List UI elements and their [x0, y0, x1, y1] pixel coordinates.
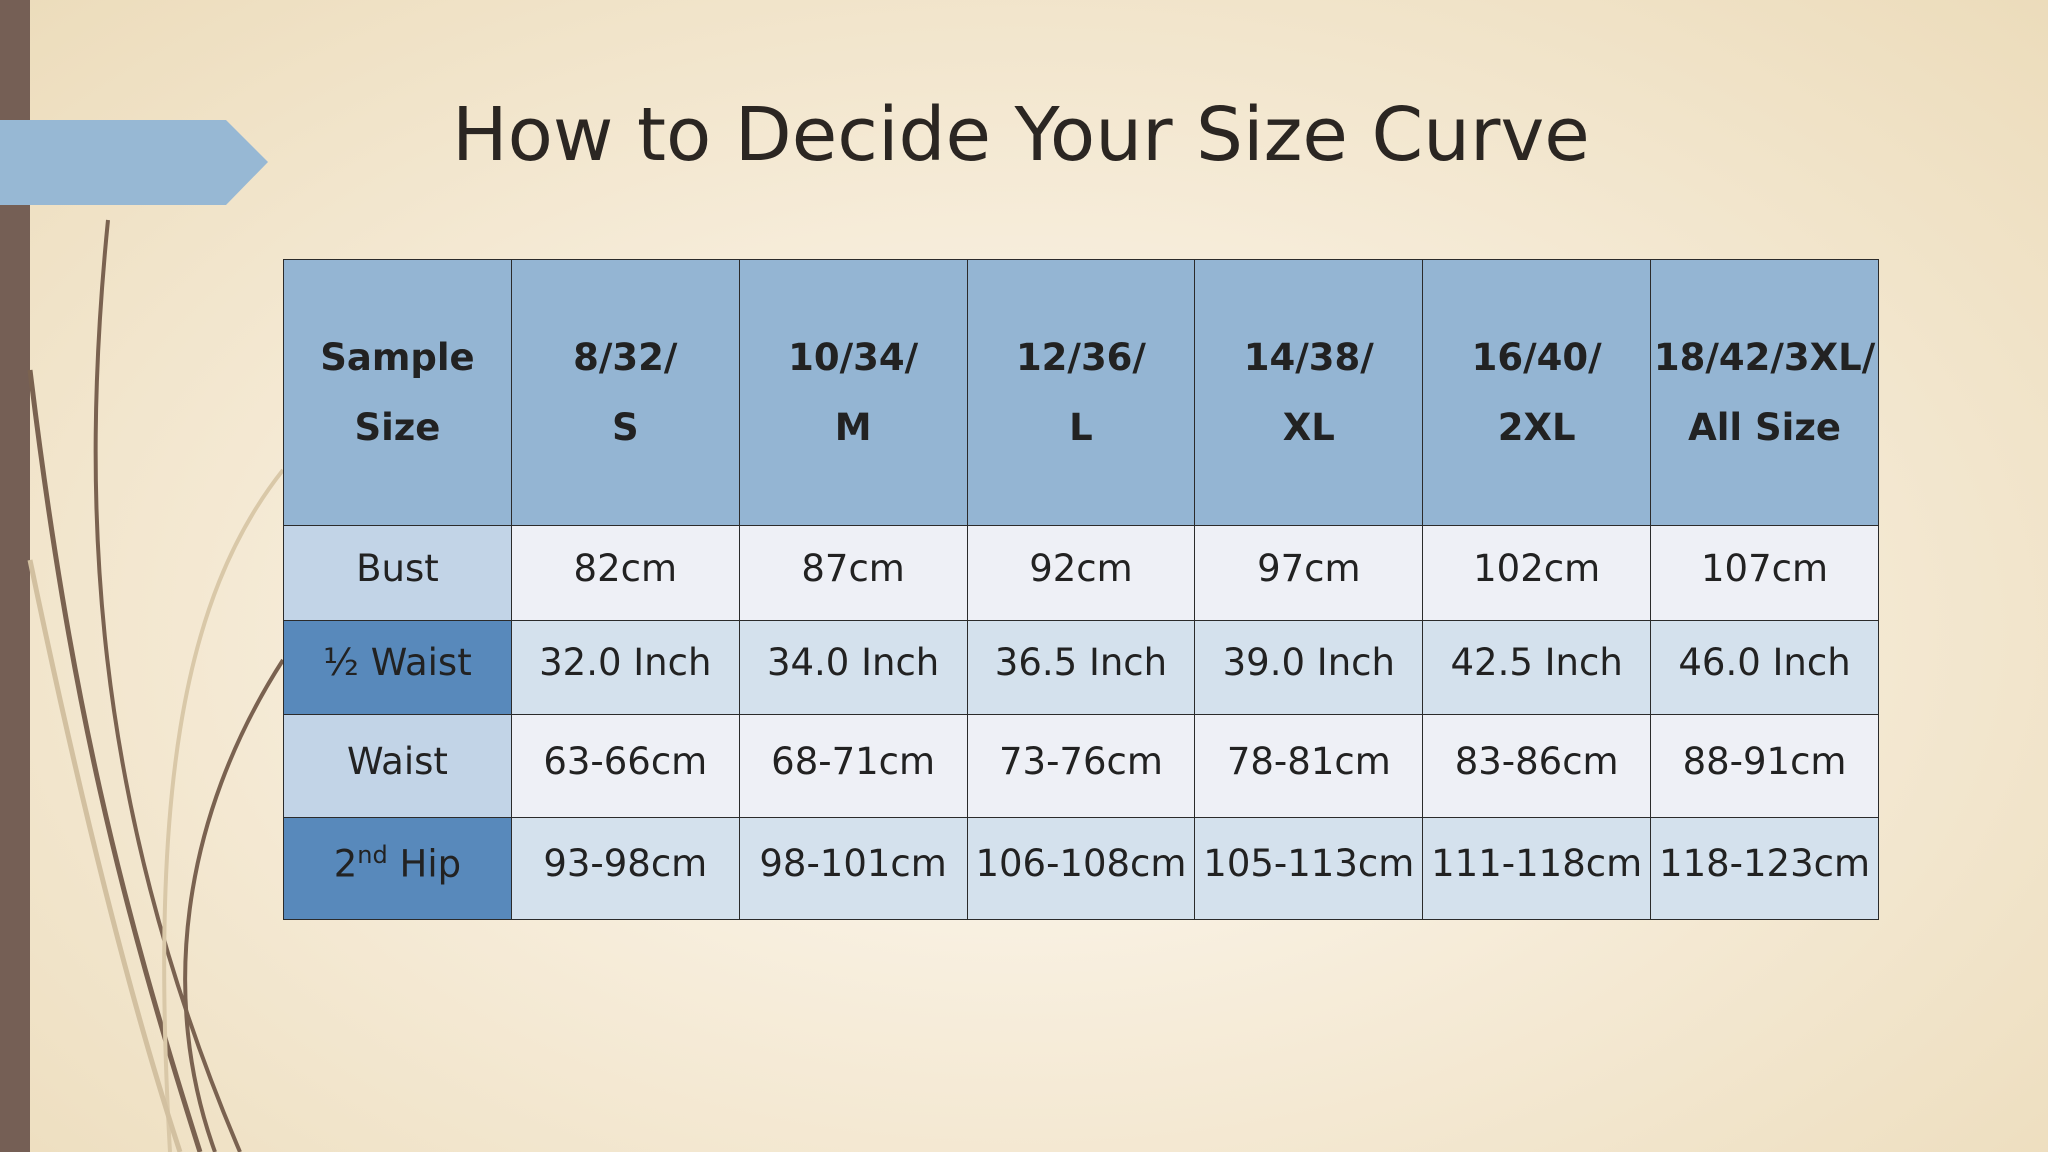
table-cell: 68-71cm — [738, 714, 968, 818]
header-cell: 12/36/L — [966, 259, 1196, 526]
header-cell: Sample Size — [283, 259, 512, 526]
size-table: Sample Size 8/32/S 10/34/M 12/36/L 14/38/XL 16… — [283, 259, 1879, 920]
table-cell: 39.0 Inch — [1194, 620, 1424, 715]
header-text: L — [1069, 405, 1093, 449]
header-cell: 10/34/M — [738, 259, 968, 526]
header-text: M — [834, 405, 872, 449]
table-cell: 88-91cm — [1650, 714, 1879, 818]
table-cell: 73-76cm — [966, 714, 1196, 818]
header-text: 14/38/ — [1243, 335, 1374, 379]
table-cell: 118-123cm — [1650, 817, 1879, 920]
header-cell: 14/38/XL — [1194, 259, 1424, 526]
row-label: Bust — [283, 525, 512, 621]
table-cell: 34.0 Inch — [738, 620, 968, 715]
header-cell: 18/42/3XL/All Size — [1650, 259, 1879, 526]
table-cell: 46.0 Inch — [1650, 620, 1879, 715]
header-cell: 16/40/2XL — [1422, 259, 1652, 526]
header-text: S — [611, 405, 639, 449]
table-cell: 87cm — [738, 525, 968, 621]
table-cell: 78-81cm — [1194, 714, 1424, 818]
row-label: 2nd Hip — [283, 817, 512, 920]
curve — [183, 658, 285, 1152]
table-cell: 42.5 Inch — [1422, 620, 1652, 715]
label-text: nd — [357, 841, 388, 870]
header-text: Size — [354, 405, 441, 449]
table-cell: 106-108cm — [966, 817, 1196, 920]
table-cell: 97cm — [1194, 525, 1424, 621]
header-text: 12/36/ — [1015, 335, 1146, 379]
header-text: 16/40/ — [1471, 335, 1602, 379]
table-cell: 92cm — [966, 525, 1196, 621]
table-cell: 98-101cm — [738, 817, 968, 920]
table-cell: 82cm — [510, 525, 740, 621]
row-label: ½ Waist — [283, 620, 512, 715]
table-cell: 107cm — [1650, 525, 1879, 621]
table-row: 2nd Hip 93-98cm 98-101cm 106-108cm 105-113cm… — [283, 817, 1879, 920]
header-row: Sample Size 8/32/S 10/34/M 12/36/L 14/38/XL 16… — [283, 259, 1879, 526]
header-text: All Size — [1688, 405, 1841, 449]
arrow-banner — [0, 120, 268, 205]
table-cell: 36.5 Inch — [966, 620, 1196, 715]
table-row: Waist 63-66cm 68-71cm 73-76cm 78-81cm 83-86cm… — [283, 714, 1879, 818]
table-row: ½ Waist 32.0 Inch 34.0 Inch 36.5 Inch 39.0 I… — [283, 620, 1879, 715]
header-cell: 8/32/S — [510, 259, 740, 526]
table-cell: 111-118cm — [1422, 817, 1652, 920]
table-cell: 93-98cm — [510, 817, 740, 920]
label-text: ½ Waist — [323, 641, 472, 684]
header-text: 2XL — [1497, 405, 1576, 449]
label-text: Waist — [346, 739, 448, 783]
table-cell: 105-113cm — [1194, 817, 1424, 920]
label-text: 2 — [333, 842, 358, 886]
header-text: XL — [1282, 405, 1335, 449]
curve — [27, 559, 183, 1152]
row-label: Waist — [283, 714, 512, 818]
label-text: Hip — [387, 842, 462, 886]
slide-title: How to Decide Your Size Curve — [452, 92, 1590, 178]
header-text: 8/32/ — [573, 335, 678, 379]
curve — [93, 219, 242, 1152]
table-cell: 32.0 Inch — [510, 620, 740, 715]
header-text: Sample — [320, 335, 475, 379]
table-row: Bust 82cm 87cm 92cm 97cm 102cm 107cm — [283, 525, 1879, 621]
table-cell: 63-66cm — [510, 714, 740, 818]
label-text: Bust — [356, 546, 439, 590]
table-cell: 83-86cm — [1422, 714, 1652, 818]
curve — [162, 468, 285, 1152]
table-cell: 102cm — [1422, 525, 1652, 621]
header-text: 10/34/ — [788, 335, 919, 379]
header-text: 18/42/3XL/ — [1653, 335, 1876, 379]
